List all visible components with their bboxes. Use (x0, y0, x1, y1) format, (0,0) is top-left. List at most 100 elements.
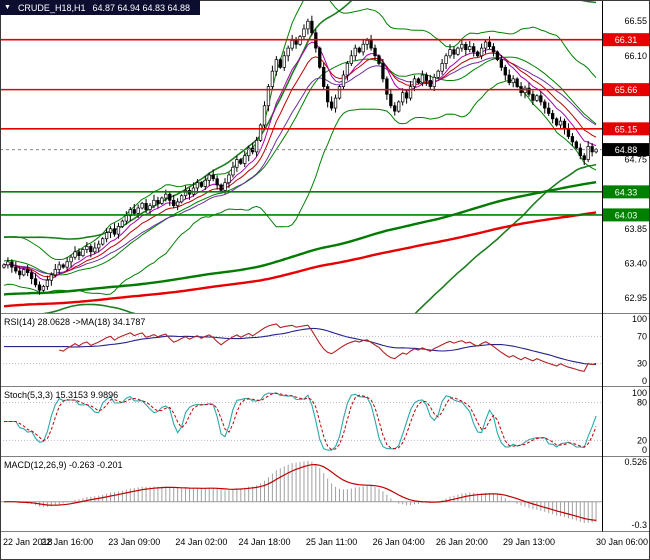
svg-text:70: 70 (637, 331, 647, 341)
candle-body (286, 47, 290, 57)
candle-body (452, 49, 456, 55)
svg-text:63.85: 63.85 (624, 224, 647, 234)
stochastic-panel[interactable] (0, 392, 602, 451)
candle-body (353, 47, 357, 57)
candle-body (223, 182, 227, 191)
candle-body (562, 120, 567, 130)
svg-text:66.55: 66.55 (624, 16, 647, 26)
candle-body (172, 199, 176, 207)
svg-text:64.88: 64.88 (615, 145, 638, 155)
candle-body (507, 74, 511, 84)
candle-body (432, 76, 436, 87)
svg-text:30: 30 (637, 359, 647, 369)
svg-text:65.15: 65.15 (615, 124, 638, 134)
candle-body (578, 147, 582, 157)
svg-text:100: 100 (632, 314, 647, 324)
candle-body (329, 101, 334, 109)
candle-body (570, 136, 575, 143)
svg-text:24 Jan 02:00: 24 Jan 02:00 (175, 537, 227, 547)
candle-body (124, 215, 128, 222)
candle-body (112, 228, 117, 235)
candle-body (168, 193, 172, 201)
candle-body (440, 63, 444, 72)
candle-body (6, 261, 10, 266)
candle-body (195, 182, 200, 189)
candle-body (341, 74, 346, 87)
candle-body (120, 220, 125, 227)
candle-body (53, 269, 57, 276)
symbol-label: CRUDE_H18,H1 (17, 2, 86, 13)
candle-body (2, 264, 6, 268)
svg-text:66.31: 66.31 (615, 35, 638, 45)
symbol-tab[interactable]: ▼ CRUDE_H18,H1 64.87 64.94 64.83 64.88 (0, 0, 201, 15)
candle-body (326, 86, 330, 103)
candle-body (274, 59, 278, 72)
candle-body (148, 205, 152, 210)
ohlc-readout: 64.87 64.94 64.83 64.88 (92, 2, 191, 13)
candle-body (369, 40, 373, 49)
rsi-panel[interactable] (0, 323, 602, 372)
candle-body (33, 278, 38, 286)
price-panel[interactable] (0, 0, 602, 370)
candle-body (183, 189, 188, 197)
candle-body (14, 266, 18, 272)
price-level-badge (603, 208, 649, 222)
candle-body (116, 226, 121, 235)
dropdown-arrow-icon[interactable]: ▼ (4, 4, 11, 11)
candle-body (247, 147, 251, 157)
candle-body (515, 78, 519, 87)
candle-body (26, 269, 30, 273)
svg-text:-0.3: -0.3 (631, 520, 647, 530)
candle-body (389, 93, 393, 107)
candle-body (345, 63, 350, 76)
price-axis[interactable]: 66.55 66.10 64.75 63.85 63.40 62.95 66.31 65.66… (603, 16, 649, 530)
candle-body (41, 286, 46, 291)
candle-body (464, 43, 468, 51)
candle-body (404, 92, 409, 99)
candle-body (412, 78, 417, 87)
candle-body (476, 51, 480, 57)
svg-text:0.526: 0.526 (624, 457, 647, 467)
candle-body (365, 40, 369, 45)
candle-body (10, 261, 14, 268)
candle-body (160, 197, 164, 204)
candle-body (397, 101, 401, 112)
candle-body (97, 243, 101, 249)
candle-body (420, 74, 425, 84)
candle-body (436, 70, 440, 78)
candle-body (357, 47, 361, 53)
candle-body (81, 249, 85, 257)
price-level-badge (603, 83, 649, 97)
candle-body (152, 199, 156, 207)
candle-body (566, 128, 571, 137)
candle-body (211, 174, 215, 180)
svg-text:64.03: 64.03 (615, 210, 638, 220)
macd-panel[interactable] (0, 460, 602, 524)
candle-body (479, 47, 484, 57)
candle-body (140, 203, 144, 209)
candle-body (495, 51, 500, 60)
svg-text:100: 100 (632, 388, 647, 398)
candle-body (282, 55, 286, 68)
candle-body (531, 93, 535, 101)
svg-text:30 Jan 06:00: 30 Jan 06:00 (596, 537, 648, 547)
candle-body (456, 47, 460, 55)
candle-body (337, 86, 342, 99)
candle-body (57, 264, 61, 270)
candle-body (483, 41, 488, 49)
candle-body (511, 78, 515, 84)
candle-body (77, 251, 81, 257)
candle-body (156, 199, 160, 204)
candle-body (29, 272, 34, 280)
candle-body (590, 146, 594, 153)
candle-body (361, 43, 365, 53)
candle-body (227, 174, 231, 183)
candle-body (527, 87, 531, 95)
svg-text:26 Jan 20:00: 26 Jan 20:00 (436, 537, 488, 547)
svg-text:80: 80 (637, 398, 647, 408)
candle-body (164, 193, 168, 199)
candle-body (93, 247, 97, 253)
